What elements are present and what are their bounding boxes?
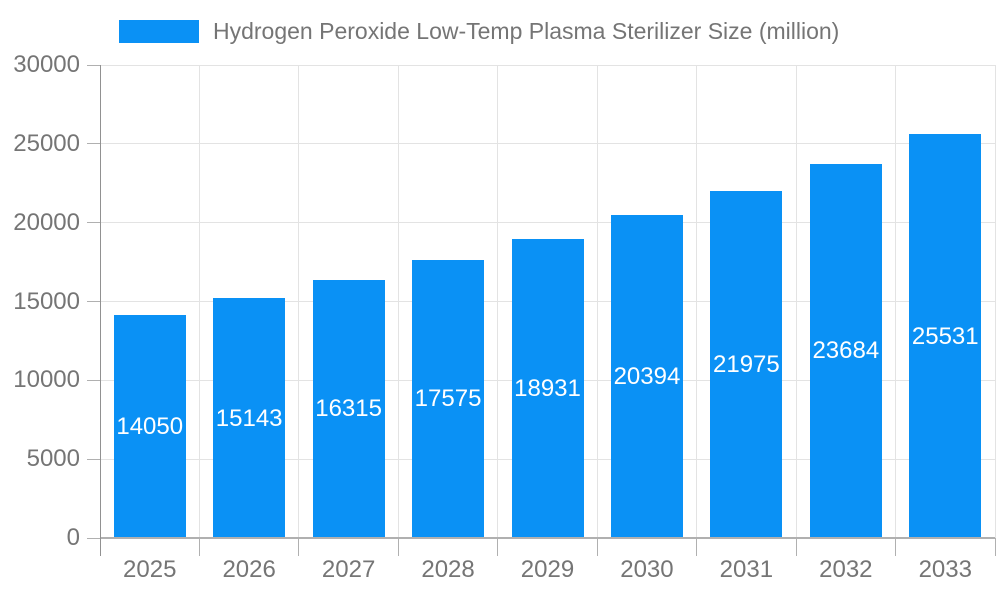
y-tick-label: 10000 (13, 366, 80, 394)
bar[interactable] (213, 298, 286, 537)
x-tick-label: 2029 (520, 556, 575, 583)
y-tick-mark (87, 537, 100, 539)
bar-value-label: 18931 (514, 374, 581, 402)
y-tick-label: 5000 (26, 445, 80, 473)
bar[interactable] (511, 238, 584, 537)
x-tick-label: 2026 (222, 556, 276, 583)
x-gridline (497, 65, 499, 538)
y-tick-label: 25000 (13, 129, 80, 157)
x-gridline (895, 65, 897, 538)
x-gridline (298, 65, 300, 538)
x-gridline (596, 65, 598, 538)
bar-value-label: 14050 (116, 413, 184, 441)
y-tick-mark (87, 143, 100, 145)
bar-value-label: 25531 (911, 322, 979, 350)
x-tick-mark (994, 538, 996, 556)
x-gridline (696, 65, 698, 538)
bar-value-label: 21975 (713, 350, 780, 378)
y-tick-mark (87, 458, 100, 460)
legend-item[interactable]: Hydrogen Peroxide Low-Temp Plasma Steril… (119, 17, 839, 45)
x-tick-label: 2032 (819, 556, 873, 583)
y-tick-mark (87, 64, 100, 66)
bar-value-label: 20394 (613, 363, 681, 391)
bar-value-label: 23684 (812, 337, 880, 365)
bar[interactable] (412, 259, 485, 537)
y-gridline (100, 64, 995, 66)
x-tick-mark (696, 538, 698, 556)
bar[interactable] (610, 215, 683, 537)
x-tick-mark (298, 538, 300, 556)
y-tick-mark (87, 379, 100, 381)
y-gridline (100, 222, 995, 224)
x-tick-label: 2031 (719, 556, 774, 583)
y-gridline (100, 143, 995, 145)
x-gridline (795, 65, 797, 538)
x-tick-label: 2028 (421, 556, 475, 583)
x-gridline (994, 65, 996, 538)
y-axis-line (100, 65, 101, 556)
x-gridline (198, 65, 200, 538)
x-tick-mark (895, 538, 897, 556)
y-tick-mark (87, 301, 100, 302)
bar-value-label: 15143 (215, 404, 283, 432)
x-gridline (397, 65, 399, 538)
x-tick-label: 2025 (123, 556, 177, 583)
bar-value-label: 16315 (315, 395, 382, 423)
x-tick-label: 2033 (918, 556, 972, 583)
legend-swatch (119, 19, 199, 43)
x-tick-mark (795, 538, 797, 556)
bar-value-label: 17575 (414, 385, 482, 413)
bar[interactable] (809, 163, 882, 537)
x-tick-mark (397, 538, 399, 556)
x-tick-mark (596, 538, 598, 556)
plot-area: 0 5000 10000 15000 20000 25000 30000 2025 2026 20… (13, 51, 996, 583)
bar[interactable] (113, 315, 186, 537)
y-tick-label: 15000 (13, 287, 80, 315)
x-tick-mark (198, 538, 200, 556)
x-axis-line (100, 537, 995, 539)
y-tick-label: 30000 (13, 51, 80, 78)
x-tick-mark (497, 538, 499, 556)
y-tick-label: 20000 (13, 208, 80, 236)
bar[interactable] (312, 279, 385, 537)
legend-label: Hydrogen Peroxide Low-Temp Plasma Steril… (213, 18, 840, 44)
x-tick-label: 2030 (620, 556, 674, 583)
bar[interactable] (909, 134, 982, 537)
y-tick-label: 0 (66, 524, 80, 551)
bar[interactable] (710, 190, 783, 537)
y-tick-mark (87, 222, 100, 224)
x-tick-label: 2027 (321, 556, 376, 583)
